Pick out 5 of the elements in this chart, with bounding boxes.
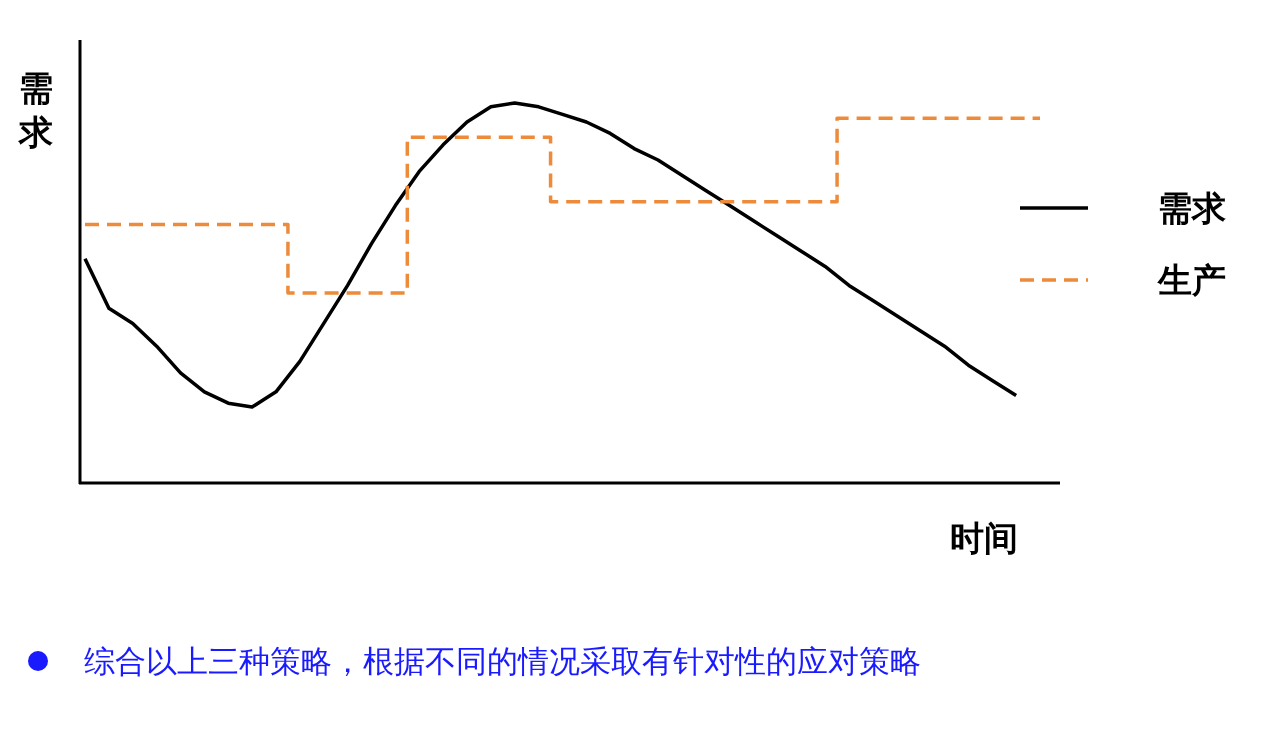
text: 综合以上三种策略，根据不同的情况采取有针对性的应对策略 [84,643,921,679]
legend-label: 需求 [1158,188,1226,228]
x-axis-title: 时间 [950,518,1018,558]
legend-label: 生产 [1157,260,1226,300]
y-axis-title: 需求 [17,68,53,152]
